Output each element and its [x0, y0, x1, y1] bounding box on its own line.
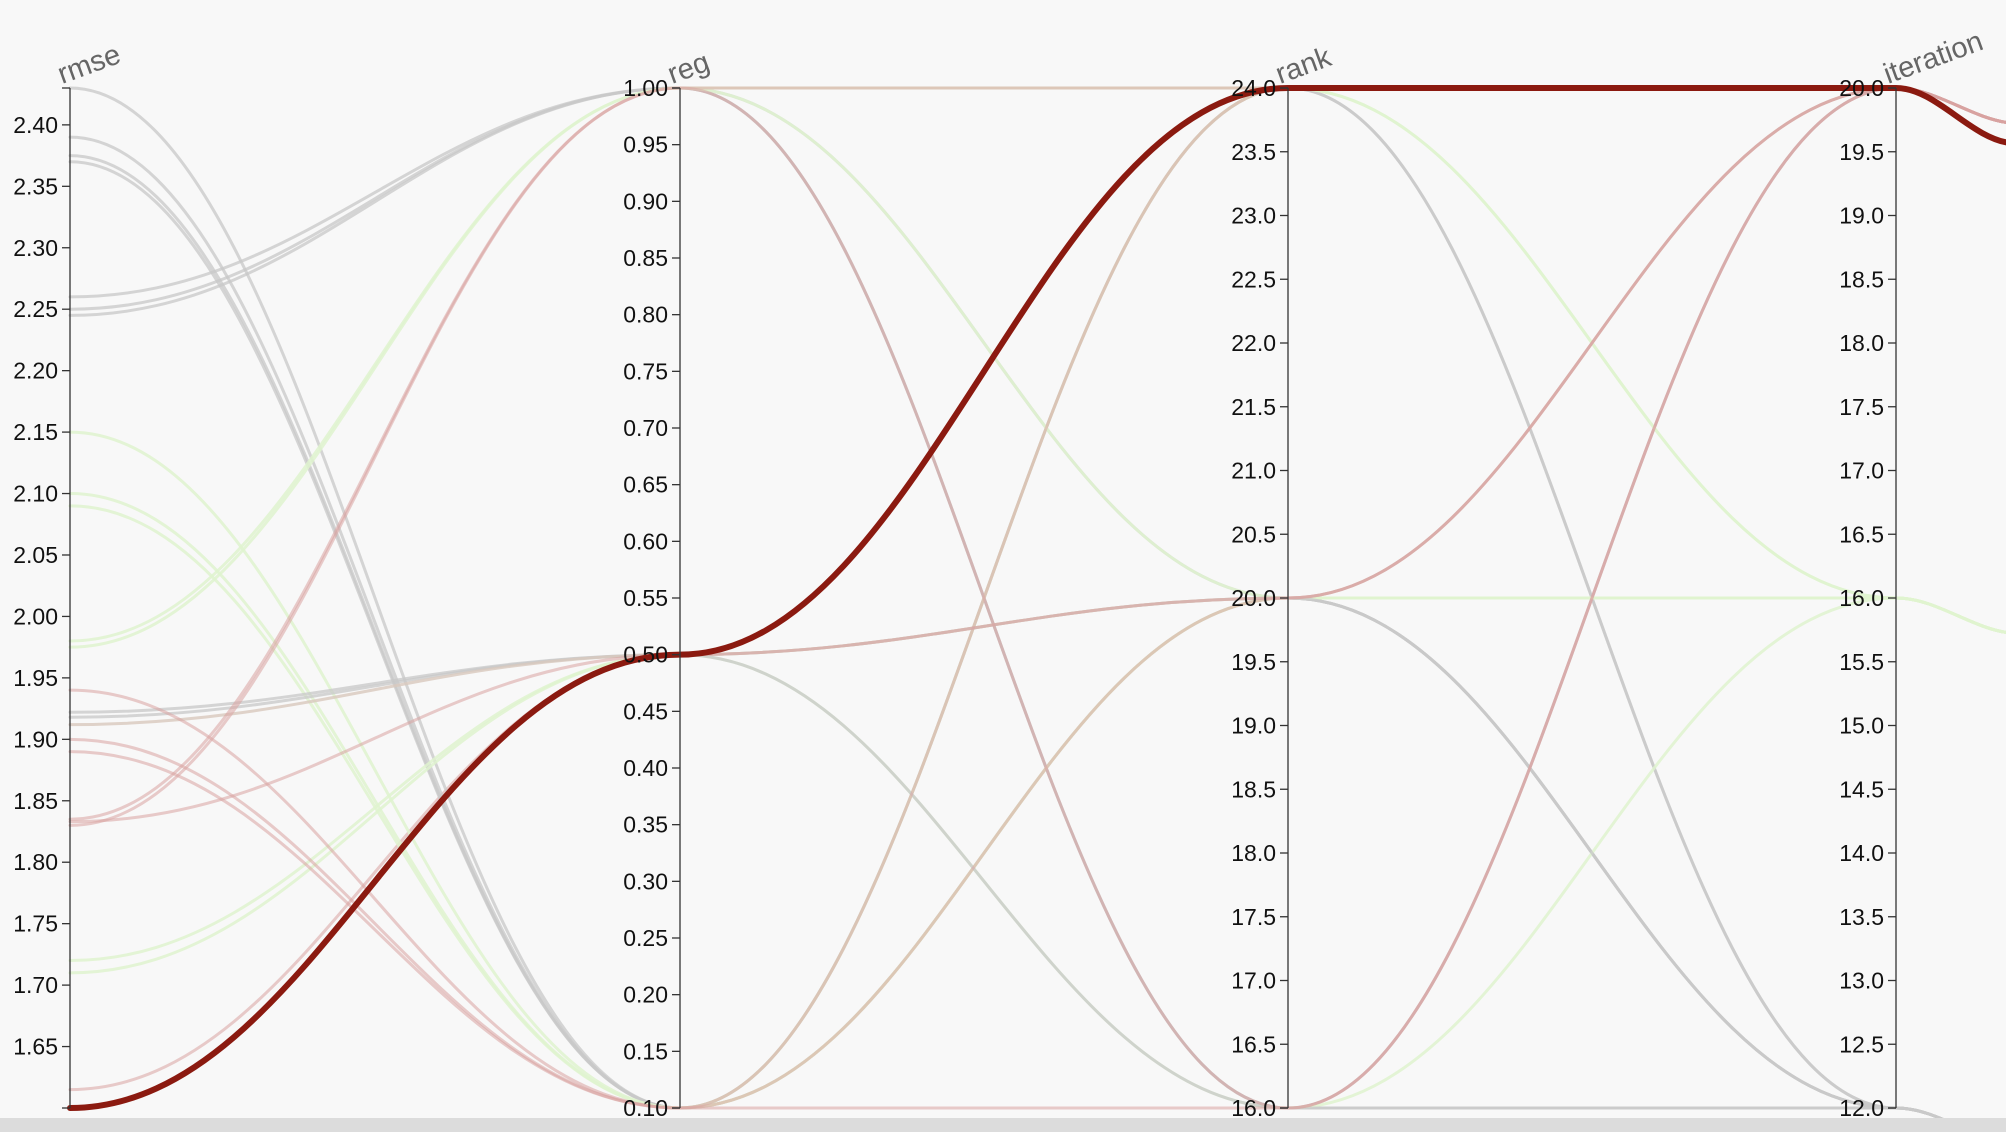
tick-label: 0.15: [623, 1038, 668, 1064]
series-line[interactable]: [68, 160, 2006, 1132]
tick-label: 17.0: [1231, 968, 1276, 994]
tick-label: 16.0: [1231, 1095, 1276, 1121]
tick-label: 23.0: [1231, 203, 1276, 229]
axis-title[interactable]: rank: [1271, 41, 1335, 91]
tick-label: 15.0: [1839, 713, 1884, 739]
tick-label: 14.0: [1839, 840, 1884, 866]
tick-label: 0.35: [623, 812, 668, 838]
tick-label: 0.30: [623, 868, 668, 894]
tick-label: 2.35: [13, 173, 58, 199]
axis-reg[interactable]: 1.00 0.95 0.90 0.85 0.80 0.75 0.70 0.65 0.60 0.55…: [623, 46, 714, 1121]
tick-label: 16.5: [1231, 1031, 1276, 1057]
tick-label: 0.10: [623, 1095, 668, 1121]
tick-label: 1.95: [13, 665, 58, 691]
tick-label: 2.00: [13, 603, 58, 629]
tick-label: 13.0: [1839, 968, 1884, 994]
series-line[interactable]: [68, 653, 2006, 1132]
series-line[interactable]: [68, 86, 2006, 1132]
tick-label: 0.65: [623, 472, 668, 498]
axis-title[interactable]: iteration: [1879, 25, 1987, 90]
tick-label: 1.00: [623, 75, 668, 101]
tick-label: 21.0: [1231, 458, 1276, 484]
tick-label: 19.0: [1231, 713, 1276, 739]
series-line[interactable]: [68, 86, 2006, 1132]
tick-label: 15.5: [1839, 649, 1884, 675]
tick-label: 0.45: [623, 698, 668, 724]
tick-label: 16.5: [1839, 521, 1884, 547]
axis-rank[interactable]: 24.0 23.5 23.0 22.5 22.0 21.5 21.0 20.5 20.0 19.5…: [1231, 41, 1336, 1121]
series-line[interactable]: [68, 86, 2006, 824]
tick-label: 20.0: [1231, 585, 1276, 611]
tick-label: 2.10: [13, 481, 58, 507]
tick-label: 0.70: [623, 415, 668, 441]
tick-label: 0.80: [623, 302, 668, 328]
series-line[interactable]: [68, 86, 2006, 1132]
tick-label: 0.75: [623, 358, 668, 384]
axis-title[interactable]: reg: [663, 46, 713, 90]
tick-label: 22.5: [1231, 266, 1276, 292]
tick-label: 2.25: [13, 296, 58, 322]
tick-label: 0.85: [623, 245, 668, 271]
series-line[interactable]: [68, 430, 2006, 1110]
tick-label: 0.40: [623, 755, 668, 781]
tick-label: 0.55: [623, 585, 668, 611]
tick-label: 18.0: [1231, 840, 1276, 866]
tick-label: 16.0: [1839, 585, 1884, 611]
tick-label: 1.80: [13, 849, 58, 875]
series-line[interactable]: [68, 86, 2006, 1110]
tick-label: 22.0: [1231, 330, 1276, 356]
tick-label: 17.5: [1839, 394, 1884, 420]
horizontal-scrollbar[interactable]: [0, 1118, 2006, 1132]
tick-label: 2.40: [13, 112, 58, 138]
tick-label: 21.5: [1231, 394, 1276, 420]
axis-iteration[interactable]: 20.0 19.5 19.0 18.5 18.0 17.5 17.0 16.5 16.0 15.5…: [1839, 25, 1987, 1121]
tick-label: 1.90: [13, 726, 58, 752]
tick-label: 17.0: [1839, 458, 1884, 484]
tick-label: 12.5: [1839, 1031, 1884, 1057]
tick-label: 19.5: [1231, 649, 1276, 675]
series-line[interactable]: [68, 154, 2006, 1132]
tick-label: 12.0: [1839, 1095, 1884, 1121]
tick-label: 1.75: [13, 911, 58, 937]
tick-label: 0.95: [623, 132, 668, 158]
series-line[interactable]: [68, 86, 2006, 1092]
tick-label: 0.60: [623, 528, 668, 554]
series-lines: [67, 84, 2006, 1132]
tick-label: 1.85: [13, 788, 58, 814]
tick-label: 17.5: [1231, 904, 1276, 930]
series-line[interactable]: [68, 596, 2006, 1132]
series-line[interactable]: [68, 596, 2006, 1110]
tick-label: 0.50: [623, 642, 668, 668]
tick-label: 23.5: [1231, 139, 1276, 165]
tick-label: 18.0: [1839, 330, 1884, 356]
tick-label: 14.5: [1839, 776, 1884, 802]
tick-label: 1.65: [13, 1034, 58, 1060]
axis-title[interactable]: rmse: [53, 38, 125, 90]
tick-label: 13.5: [1839, 904, 1884, 930]
tick-label: 19.0: [1839, 203, 1884, 229]
tick-label: 20.0: [1839, 75, 1884, 101]
tick-label: 0.25: [623, 925, 668, 951]
tick-label: 2.15: [13, 419, 58, 445]
tick-label: 20.5: [1231, 521, 1276, 547]
tick-label: 24.0: [1231, 75, 1276, 101]
series-line[interactable]: [68, 86, 2006, 649]
tick-label: 2.20: [13, 358, 58, 384]
series-line-best[interactable]: [67, 84, 2006, 1111]
tick-label: 0.90: [623, 188, 668, 214]
tick-label: 2.05: [13, 542, 58, 568]
axes: 2.40 2.35 2.30 2.25 2.20 2.15 2.10 2.05 2.00 1.95…: [13, 25, 1987, 1121]
tick-label: 0.20: [623, 982, 668, 1008]
tick-label: 19.5: [1839, 139, 1884, 165]
axis-rmse[interactable]: 2.40 2.35 2.30 2.25 2.20 2.15 2.10 2.05 2.00 1.95…: [13, 38, 125, 1109]
tick-label: 2.30: [13, 235, 58, 261]
series-line[interactable]: [68, 86, 2006, 1132]
tick-label: 1.70: [13, 972, 58, 998]
tick-label: 18.5: [1231, 776, 1276, 802]
tick-label: 18.5: [1839, 266, 1884, 292]
